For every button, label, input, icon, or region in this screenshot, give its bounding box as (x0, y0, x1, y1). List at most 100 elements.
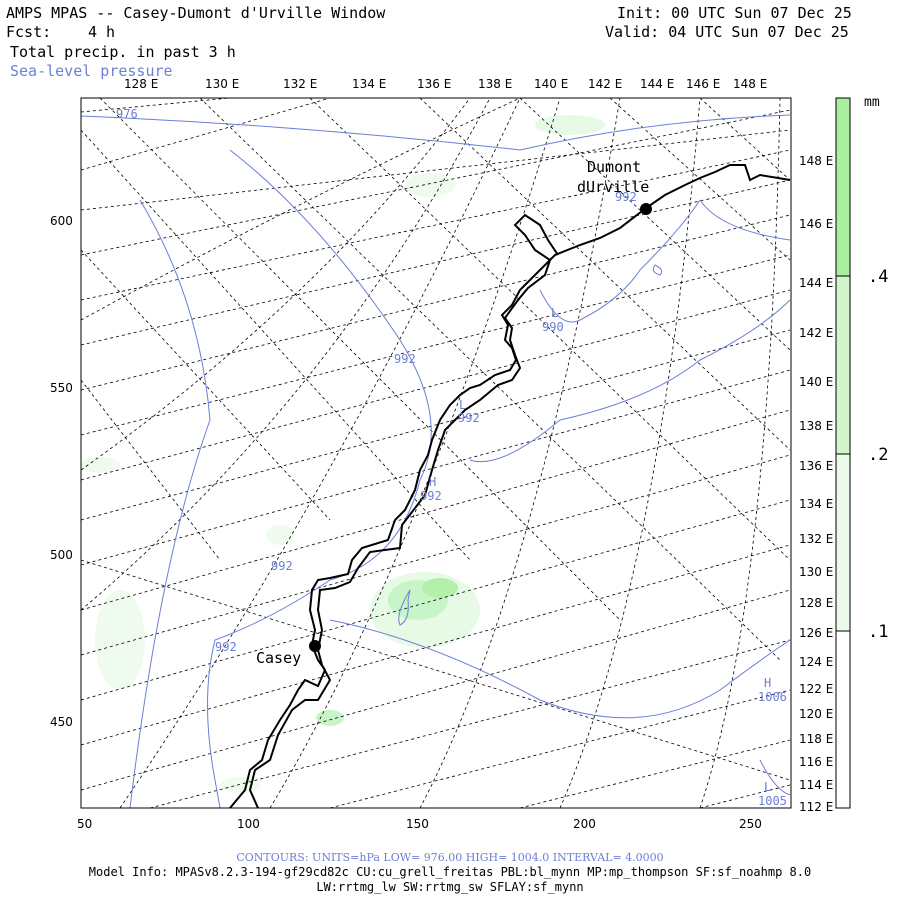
latitude-circle (699, 98, 781, 808)
top-axis-label: 130 E (205, 77, 240, 91)
field-title: Total precip. in past 3 h (10, 43, 236, 61)
right-axis-label: 114 E (799, 778, 834, 792)
bottom-axis-label: 250 (739, 817, 762, 831)
top-axis-label: 138 E (478, 77, 513, 91)
colorbar-label: .2 (868, 445, 889, 465)
top-axis-label: 136 E (417, 77, 452, 91)
meridian-line (81, 214, 791, 391)
precip-area (405, 173, 455, 197)
meridian-line (81, 289, 791, 481)
parallel-line (99, 98, 621, 621)
parallel-line (81, 249, 331, 521)
contour-label: 976 (116, 107, 138, 121)
graticule (81, 98, 791, 808)
station-label-casey: Casey (256, 649, 302, 667)
pressure-center-value: 1005 (758, 794, 787, 808)
bottom-axis-label: 150 (406, 817, 429, 831)
colorbar (835, 97, 851, 809)
latitude-circle (81, 98, 471, 471)
contour-label: 992 (458, 411, 480, 425)
pressure-center-letter: L (764, 780, 772, 794)
valid-time: Valid: 04 UTC Sun 07 Dec 25 (605, 23, 849, 41)
contour-label: 992 (394, 352, 416, 366)
right-axis-label: 148 E (799, 154, 834, 168)
top-axis-label: 132 E (283, 77, 318, 91)
right-axis-label: 124 E (799, 655, 834, 669)
station-marker-dumont (640, 203, 652, 215)
contour-line (539, 199, 701, 323)
precip-area (316, 710, 344, 726)
top-axis-label: 140 E (534, 77, 569, 91)
latitude-circle (269, 98, 561, 808)
contour-line (207, 149, 432, 808)
parallel-line (81, 379, 221, 561)
meridian-line (81, 409, 791, 611)
meridian-line (81, 109, 791, 256)
meridian-line (81, 98, 331, 171)
precip-area (81, 457, 120, 473)
pressure-center-letter: H (429, 475, 437, 489)
left-axis-label: 500 (50, 548, 73, 562)
meridian-line (81, 329, 791, 521)
right-axis-label: 140 E (799, 375, 834, 389)
top-axis-label: 134 E (352, 77, 387, 91)
precip-area (220, 777, 260, 793)
latitude-circle (81, 98, 491, 611)
colorbar-label: .4 (868, 267, 889, 287)
model-info-line2: LW:rrtmg_lw SW:rrtmg_sw SFLAY:sf_mynn (316, 880, 584, 894)
meridian-line (329, 689, 791, 808)
right-axis-label: 126 E (799, 626, 834, 640)
precip-shading (81, 115, 605, 793)
station-marker-casey (309, 640, 321, 652)
left-axis-label: 550 (50, 381, 73, 395)
contour-info: CONTOURS: UNITS=hPa LOW= 976.00 HIGH= 10… (236, 851, 664, 864)
overlay-title: Sea-level pressure (10, 62, 173, 80)
latitude-circle (119, 98, 521, 808)
pressure-center-letter: L (551, 306, 559, 320)
precip-area (535, 115, 605, 135)
precip-area (266, 525, 294, 545)
meridian-line (81, 369, 791, 566)
forecast-label: Fcst: (6, 23, 52, 41)
right-axis-label: 122 E (799, 682, 834, 696)
parallel-line (81, 129, 471, 561)
station-label-dumont: Dumont (587, 158, 642, 176)
plot-frame (80, 97, 792, 809)
pressure-center-value: 1006 (758, 690, 787, 704)
contour-line (398, 589, 411, 626)
right-axis-label: 132 E (799, 532, 834, 546)
meridian-line (81, 149, 791, 301)
precip-area (422, 578, 458, 598)
contour-line (652, 264, 663, 276)
pressure-center-letter: H (764, 676, 772, 690)
forecast-hours: 4 h (88, 23, 116, 41)
bottom-axis-label: 50 (77, 817, 93, 831)
top-axis-label: 128 E (124, 77, 159, 91)
left-axis-label: 600 (50, 214, 73, 228)
contour-label: 992 (271, 559, 293, 573)
right-axis-label: 120 E (799, 707, 834, 721)
colorbar-label: .1 (868, 622, 889, 642)
colorbar-segment (835, 97, 851, 277)
top-axis-label: 144 E (640, 77, 675, 91)
contour-line (81, 114, 791, 151)
top-axis-label: 148 E (733, 77, 768, 91)
meridian-line (81, 589, 791, 791)
parallel-line (419, 98, 791, 451)
meridian-line (81, 559, 791, 781)
map-title: AMPS MPAS -- Casey-Dumont d'Urville Wind… (6, 4, 386, 22)
top-axis-label: 142 E (588, 77, 623, 91)
colorbar-unit: mm (864, 95, 880, 110)
meridian-line (81, 98, 231, 113)
meridian-line (81, 499, 791, 701)
contour-line (329, 619, 791, 719)
precip-area (95, 590, 145, 690)
right-axis-label: 116 E (799, 755, 834, 769)
right-axis-label: 128 E (799, 596, 834, 610)
contour-line (469, 299, 791, 463)
right-axis-label: 134 E (799, 497, 834, 511)
colorbar-segment (835, 630, 851, 809)
pressure-center-letter: L (459, 398, 467, 412)
coastline-path (248, 213, 559, 808)
